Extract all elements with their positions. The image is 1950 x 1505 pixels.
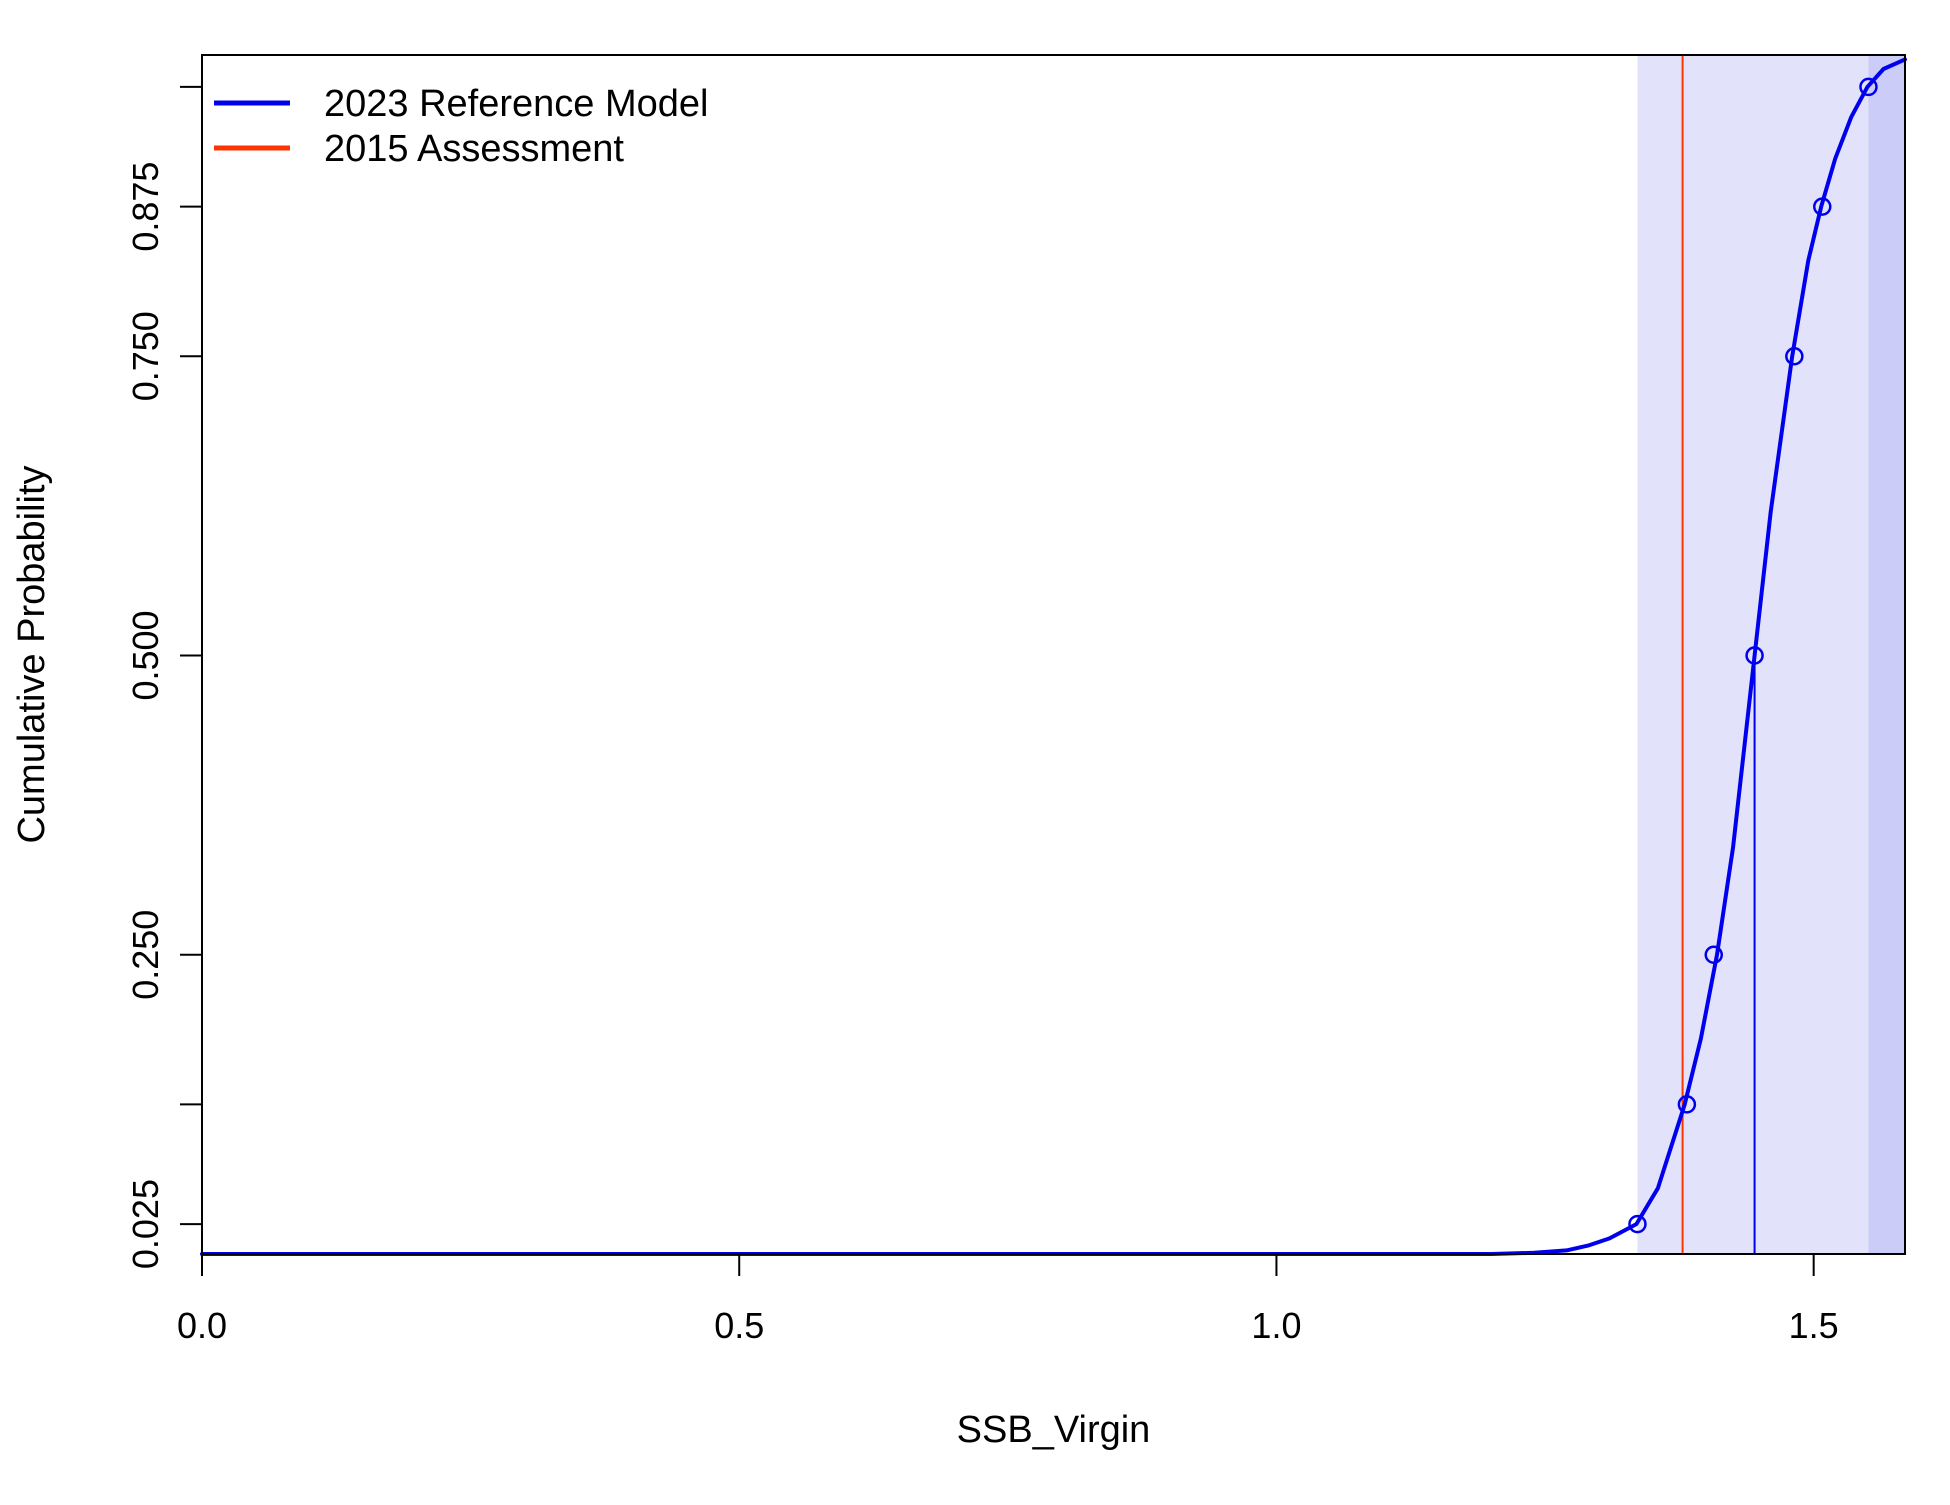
quantile-point [1745,646,1764,665]
series-line-0 [200,57,1907,1256]
y-tick-label: 0.250 [125,910,166,1000]
quantile-point [1704,945,1723,964]
x-axis: 0.0 0.5 1.0 1.5 [177,1253,1839,1346]
x-tick-label: 1.5 [1789,1305,1839,1346]
y-tick-label: 0.750 [125,311,166,401]
y-tick-label: 0.875 [125,162,166,252]
x-tick-label: 1.0 [1251,1305,1301,1346]
shaded-band-1 [1868,56,1905,1254]
quantile-points [1628,77,1878,1234]
quantile-point [1677,1095,1697,1114]
legend-label: 2015 Assessment [324,128,624,170]
x-axis-title: SSB_Virgin [957,1409,1151,1451]
x-tick-label: 0.0 [177,1305,227,1346]
quantile-point [1813,197,1832,216]
y-axis: 0.025 0.250 0.500 0.750 0.875 [125,85,203,1269]
quantile-point [1859,77,1878,97]
reference-lines [1681,55,1756,1254]
y-tick-label: 0.025 [125,1179,166,1269]
y-axis-title: Cumulative Probability [11,465,53,843]
series-lines [200,57,1907,1256]
shaded-bands [1637,56,1905,1254]
x-tick-label: 0.5 [714,1305,764,1346]
y-tick-label: 0.500 [125,610,166,700]
quantile-point [1785,347,1804,366]
legend-label: 2023 Reference Model [324,83,708,125]
quantile-point [1628,1214,1647,1234]
